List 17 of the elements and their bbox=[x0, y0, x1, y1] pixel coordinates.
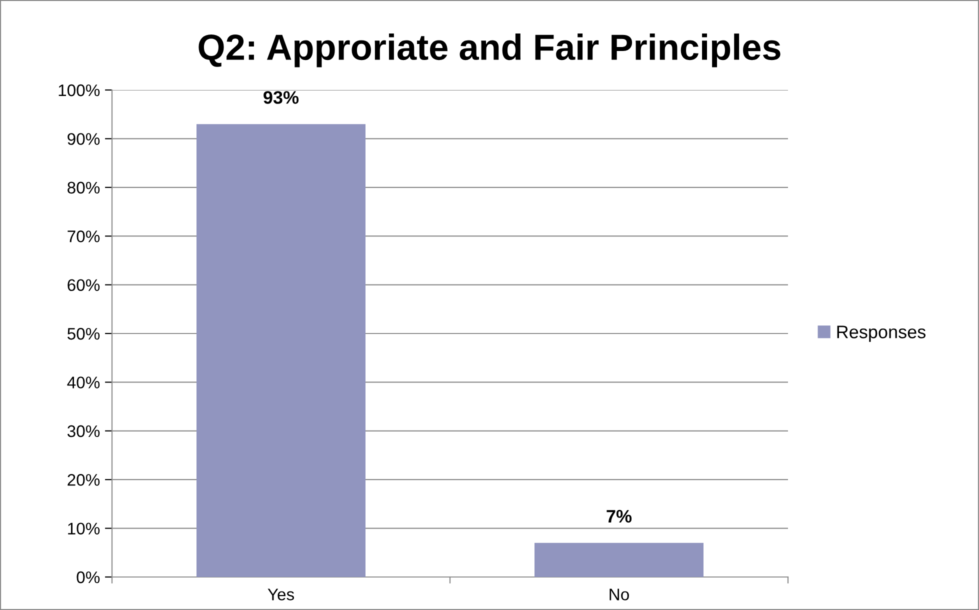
y-tick-label: 80% bbox=[68, 182, 100, 194]
y-tick-label: 20% bbox=[68, 474, 100, 486]
x-tick-label: Yes bbox=[268, 588, 294, 600]
y-tick-label: 90% bbox=[68, 133, 100, 145]
y-tick-label: 50% bbox=[68, 328, 100, 340]
y-tick-label: 60% bbox=[68, 279, 100, 292]
y-tick-label: 100% bbox=[58, 84, 100, 96]
x-tick-label: No bbox=[610, 588, 629, 600]
y-tick-label: 70% bbox=[68, 230, 100, 242]
y-tick-label: 40% bbox=[67, 376, 100, 388]
chart-title: Q2: Approriate and Fair Principles bbox=[198, 34, 780, 68]
y-tick-label: 10% bbox=[68, 522, 100, 535]
text: 93% bbox=[264, 91, 299, 104]
y-tick-label: 0% bbox=[76, 571, 100, 584]
legend-label: Responses bbox=[837, 326, 926, 342]
y-tick-label: 30% bbox=[67, 425, 100, 438]
text: 7% bbox=[606, 510, 632, 523]
